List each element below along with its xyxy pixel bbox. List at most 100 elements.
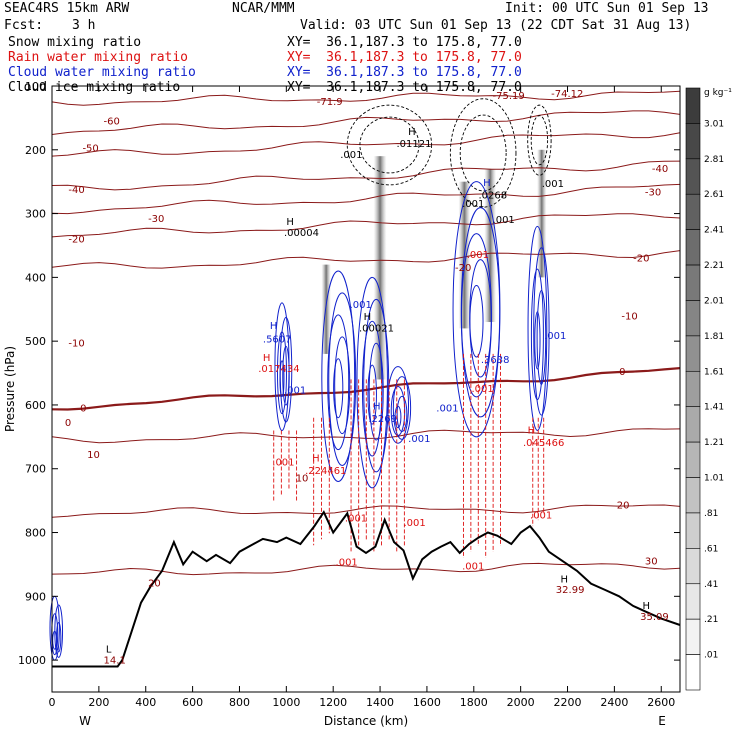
cloud-water-contour — [328, 292, 357, 467]
contour-label: .3638 — [481, 355, 510, 366]
contour-label: .001 — [544, 331, 566, 342]
field-xy-cloud-water: XY= 36.1,187.3 to 175.8, 77.0 — [287, 65, 522, 80]
contour-label: 10 — [296, 473, 309, 484]
ice-shading-column — [373, 156, 387, 380]
contour-label: H — [270, 321, 278, 332]
cloud-water-contour — [394, 405, 402, 429]
contour-label: .001 — [462, 199, 484, 210]
zero-isotherm-line — [51, 367, 681, 411]
contour-label: .00021 — [359, 324, 394, 335]
colorbar-swatch — [685, 477, 701, 514]
contour-label: .001 — [436, 403, 458, 414]
x-tick-label: 1400 — [366, 696, 394, 709]
colorbar-swatch — [685, 654, 701, 691]
cloud-water-contour — [321, 270, 356, 482]
contour-label: .001 — [403, 518, 425, 529]
isotherm-line — [51, 562, 681, 576]
cloud-water-contour — [536, 289, 547, 385]
org-title: NCAR/MMM — [232, 1, 295, 16]
contour-label: .2269 — [368, 414, 397, 425]
isotherm-label: -71.9 — [317, 97, 343, 108]
contour-label: H — [483, 178, 491, 189]
contour-label: H — [560, 574, 568, 585]
colorbar-swatch — [685, 406, 701, 443]
valid-time: Valid: 03 UTC Sun 01 Sep 13 (22 CDT Sat … — [300, 18, 692, 33]
cloud-water-contour — [392, 376, 412, 440]
colorbar-swatch — [685, 87, 701, 124]
cloud-water-contour — [527, 225, 548, 431]
contour-label: H — [408, 127, 416, 138]
init-time: Init: 00 UTC Sun 01 Sep 13 — [505, 1, 709, 16]
cloud-water-contour — [333, 358, 344, 419]
isotherm-label: -60 — [104, 116, 120, 127]
contour-label: .01121 — [396, 139, 431, 150]
x-left-end-label: W — [79, 714, 91, 728]
colorbar-swatch — [685, 583, 701, 620]
contour-label: H — [286, 217, 294, 228]
contour-label: H — [263, 353, 271, 364]
colorbar-unit: g kg⁻¹ — [704, 88, 732, 98]
model-title: SEAC4RS 15km ARW — [4, 1, 130, 16]
contour-label: .5607 — [263, 334, 292, 345]
isotherm-line — [51, 160, 681, 191]
contour-label: -20 — [455, 263, 471, 274]
colorbar-swatch — [685, 123, 701, 160]
field-xy-rain: XY= 36.1,187.3 to 175.8, 77.0 — [287, 50, 522, 65]
cloud-water-contour — [327, 314, 350, 451]
colorbar-label: 1.21 — [704, 438, 724, 448]
cloud-water-contour — [368, 342, 384, 441]
cloud-water-contour — [279, 360, 285, 398]
contour-label: 32.99 — [556, 585, 585, 596]
x-tick-label: 2600 — [647, 696, 675, 709]
y-tick-label: 200 — [25, 144, 46, 157]
field-name-cloud-ice: Cloud ice mixing ratio — [8, 80, 181, 95]
contour-label: .001 — [345, 514, 367, 525]
cloud-ice-contour — [459, 114, 507, 192]
colorbar-label: 2.61 — [704, 190, 724, 200]
cloud-ice-contour — [527, 104, 552, 176]
contour-label: .0268 — [478, 190, 507, 201]
cloud-water-contour — [356, 276, 388, 489]
isotherm-label: -30 — [148, 214, 164, 225]
contour-label: .001 — [408, 434, 430, 445]
cloud-water-contour — [52, 630, 58, 650]
colorbar-swatch — [685, 264, 701, 301]
contour-label: .001 — [462, 562, 484, 573]
cloud-water-contour — [367, 364, 377, 425]
field-xy-snow: XY= 36.1,187.3 to 175.8, 77.0 — [287, 35, 522, 50]
cloud-ice-contour — [530, 115, 549, 166]
x-tick-label: 200 — [88, 696, 109, 709]
cloud-ice-contour — [359, 116, 420, 174]
colorbar-label: 1.81 — [704, 332, 724, 342]
cloud-water-contour — [533, 247, 550, 416]
contour-label: H — [364, 312, 372, 323]
cloud-water-contour — [276, 331, 287, 414]
x-tick-label: 800 — [229, 696, 250, 709]
contour-label: .045466 — [523, 438, 564, 449]
x-right-end-label: E — [658, 714, 666, 728]
x-tick-label: 600 — [182, 696, 203, 709]
contour-label: .00004 — [284, 228, 319, 239]
colorbar-swatch — [685, 618, 701, 655]
contour-label: -75.19 — [493, 91, 525, 102]
colorbar-swatch — [685, 441, 701, 478]
isotherm-label: -20 — [633, 253, 649, 264]
contour-label: .224461 — [305, 466, 346, 477]
cloud-water-contour — [396, 395, 408, 433]
cloud-water-contour — [534, 311, 541, 370]
colorbar-label: 2.81 — [704, 155, 724, 165]
y-tick-label: 900 — [25, 590, 46, 603]
cloud-ice-contour — [449, 98, 517, 208]
contour-label: .001 — [272, 458, 294, 469]
y-tick-label: 400 — [25, 271, 46, 284]
cloud-water-contour — [334, 336, 351, 435]
colorbar-swatch — [685, 229, 701, 266]
contour-label: .001 — [336, 558, 358, 569]
isotherm-line — [51, 132, 681, 157]
colorbar-swatch — [685, 370, 701, 408]
isotherm-label: -20 — [68, 234, 84, 245]
contour-label: -10 — [68, 338, 84, 349]
colorbar-label: .81 — [704, 509, 718, 519]
y-tick-label: 300 — [25, 208, 46, 221]
